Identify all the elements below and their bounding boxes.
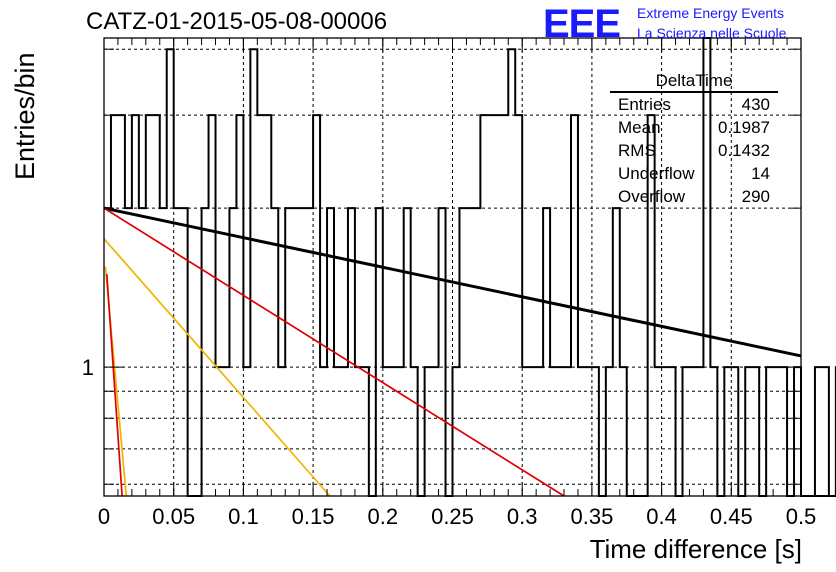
logo-letters: EEE bbox=[543, 2, 621, 46]
fit-curve-fit_red bbox=[103, 207, 565, 497]
fit-curves bbox=[103, 206, 802, 497]
fit-curve-fit_red bbox=[105, 274, 123, 497]
stats-value: 430 bbox=[741, 95, 770, 114]
stats-row-underflow: Underflow 14 bbox=[610, 162, 778, 185]
x-tick-label: 0.5 bbox=[786, 504, 817, 529]
stats-label: Mean bbox=[618, 118, 661, 137]
x-tick-label: 0.05 bbox=[152, 504, 195, 529]
stats-value: 14 bbox=[751, 164, 770, 183]
x-axis-title: Time difference [s] bbox=[589, 534, 802, 564]
y-tick-label: 1 bbox=[82, 355, 94, 380]
histogram-title: CATZ-01-2015-05-08-00006 bbox=[86, 8, 388, 35]
fit-curve-fit_yellow bbox=[103, 238, 331, 497]
x-tick-label: 0.25 bbox=[431, 504, 474, 529]
x-tick-label: 0.15 bbox=[292, 504, 335, 529]
x-tick-label: 0.1 bbox=[228, 504, 259, 529]
y-axis-label: Entries/bin bbox=[10, 52, 40, 180]
x-tick-label: 0 bbox=[98, 504, 110, 529]
logo-line-2: La Scienza nelle Scuole bbox=[637, 25, 787, 41]
y-axis-title: Entries/bin bbox=[10, 52, 40, 180]
axis-ticks bbox=[103, 38, 802, 496]
histogram-outline bbox=[104, 37, 836, 497]
fit-curve-fit_black bbox=[103, 206, 802, 358]
stats-value: 0.1432 bbox=[718, 141, 770, 160]
x-tick-label: 0.4 bbox=[646, 504, 677, 529]
stats-label: Entries bbox=[618, 95, 671, 114]
x-tick-label: 0.45 bbox=[710, 504, 753, 529]
x-tick-label: 0.35 bbox=[570, 504, 613, 529]
stats-box: DeltaTime Entries 430 Mean 0.1987 RMS 0.… bbox=[610, 70, 778, 208]
stats-row-entries: Entries 430 bbox=[610, 93, 778, 116]
stats-label: RMS bbox=[618, 141, 656, 160]
tick-labels: 0 0.05 0.1 0.15 0.2 0.25 0.3 0.35 0.4 0.45 0.5 1 bbox=[82, 355, 817, 529]
stats-row-overflow: Overflow 290 bbox=[610, 185, 778, 208]
stats-value: 0.1987 bbox=[718, 118, 770, 137]
eee-logo: EEE bbox=[543, 2, 621, 47]
logo-line-1: Extreme Energy Events bbox=[637, 5, 785, 21]
stats-label: Overflow bbox=[618, 187, 686, 206]
histogram bbox=[104, 37, 836, 497]
stats-value: 290 bbox=[741, 187, 770, 206]
x-tick-label: 0.3 bbox=[507, 504, 538, 529]
stats-row-rms: RMS 0.1432 bbox=[610, 139, 778, 162]
stats-label: Underflow bbox=[618, 164, 695, 183]
stats-row-mean: Mean 0.1987 bbox=[610, 116, 778, 139]
x-tick-label: 0.2 bbox=[368, 504, 399, 529]
stats-title: DeltaTime bbox=[610, 70, 778, 93]
